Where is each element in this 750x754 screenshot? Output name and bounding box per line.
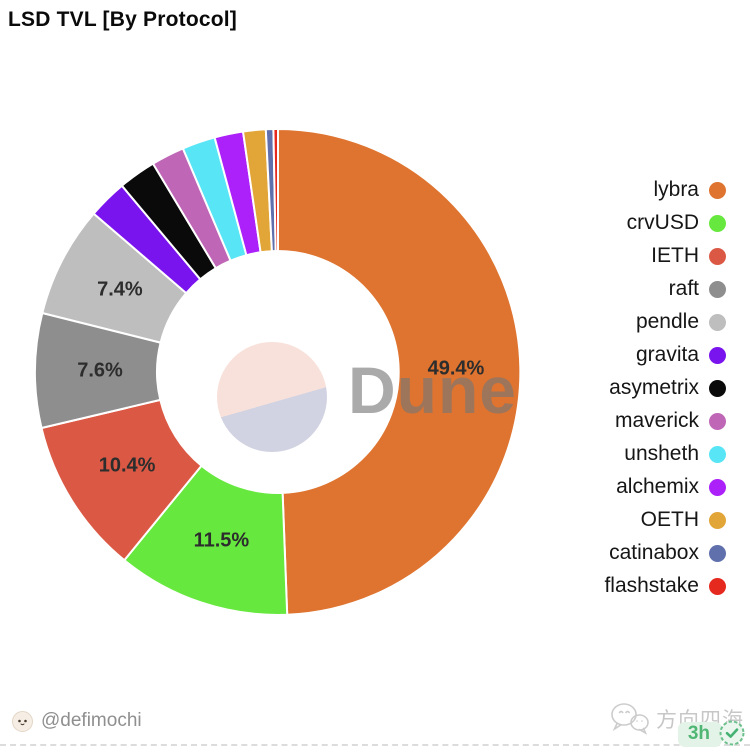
legend-dot: [709, 181, 726, 199]
legend-item-lybra[interactable]: lybra: [604, 178, 726, 202]
legend-item-crvUSD[interactable]: crvUSD: [604, 211, 726, 235]
legend-dot: [709, 478, 726, 496]
dune-center-logo-icon: [217, 342, 327, 452]
legend-dot: [709, 247, 726, 265]
legend-item-alchemix[interactable]: alchemix: [604, 475, 726, 499]
legend-label: raft: [668, 277, 699, 300]
legend-label: OETH: [640, 508, 699, 531]
slice-label-IETH: 10.4%: [98, 454, 156, 477]
bottom-divider: [0, 744, 750, 746]
slice-label-pendle: 7.4%: [97, 278, 143, 301]
legend-dot: [709, 511, 726, 529]
author-handle: @defimochi: [41, 710, 142, 731]
legend-label: pendle: [635, 310, 699, 333]
verified-badge-icon: [719, 720, 745, 746]
legend-item-catinabox[interactable]: catinabox: [604, 541, 726, 565]
legend-dot: [709, 544, 726, 562]
legend-item-flashstake[interactable]: flashstake: [604, 574, 726, 598]
legend-dot: [709, 379, 726, 397]
legend-label: alchemix: [616, 475, 699, 498]
legend-label: IETH: [651, 244, 699, 267]
legend-label: maverick: [614, 409, 699, 432]
legend-label: asymetrix: [609, 376, 699, 399]
channel-watermark: 方向四海 3h: [610, 702, 745, 747]
legend-item-OETH[interactable]: OETH: [604, 508, 726, 532]
legend-item-IETH[interactable]: IETH: [604, 244, 726, 268]
legend-label: unsheth: [624, 442, 699, 465]
legend-dot: [709, 313, 726, 331]
legend-item-raft[interactable]: raft: [604, 277, 726, 301]
legend: lybra crvUSD IETH raft pendle gravita asymetri…: [604, 178, 726, 598]
slice-lybra[interactable]: [277, 127, 522, 616]
legend-item-unsheth[interactable]: unsheth: [604, 442, 726, 466]
legend-item-maverick[interactable]: maverick: [604, 409, 726, 433]
legend-label: gravita: [635, 343, 699, 366]
page-title: LSD TVL [By Protocol]: [8, 8, 237, 31]
mochi-avatar-icon: [12, 710, 33, 732]
slice-label-raft: 7.6%: [77, 359, 123, 382]
slice-label-crvUSD: 11.5%: [193, 529, 250, 552]
legend-dot: [709, 412, 726, 430]
author-watermark: @defimochi: [12, 710, 142, 732]
time-badge: 3h: [677, 722, 722, 747]
legend-dot: [709, 280, 726, 298]
legend-item-asymetrix[interactable]: asymetrix: [604, 376, 726, 400]
slice-flashstake[interactable]: [272, 127, 279, 253]
legend-dot: [709, 346, 726, 364]
legend-item-gravita[interactable]: gravita: [604, 343, 726, 367]
legend-dot: [709, 214, 726, 232]
wechat-icon: [611, 703, 649, 735]
legend-item-pendle[interactable]: pendle: [604, 310, 726, 334]
legend-label: lybra: [653, 178, 699, 201]
slice-label-lybra: 49.4%: [427, 357, 485, 380]
legend-label: catinabox: [609, 541, 699, 564]
legend-dot: [709, 577, 726, 595]
legend-dot: [709, 445, 726, 463]
legend-label: crvUSD: [626, 211, 699, 234]
legend-label: flashstake: [604, 574, 699, 597]
